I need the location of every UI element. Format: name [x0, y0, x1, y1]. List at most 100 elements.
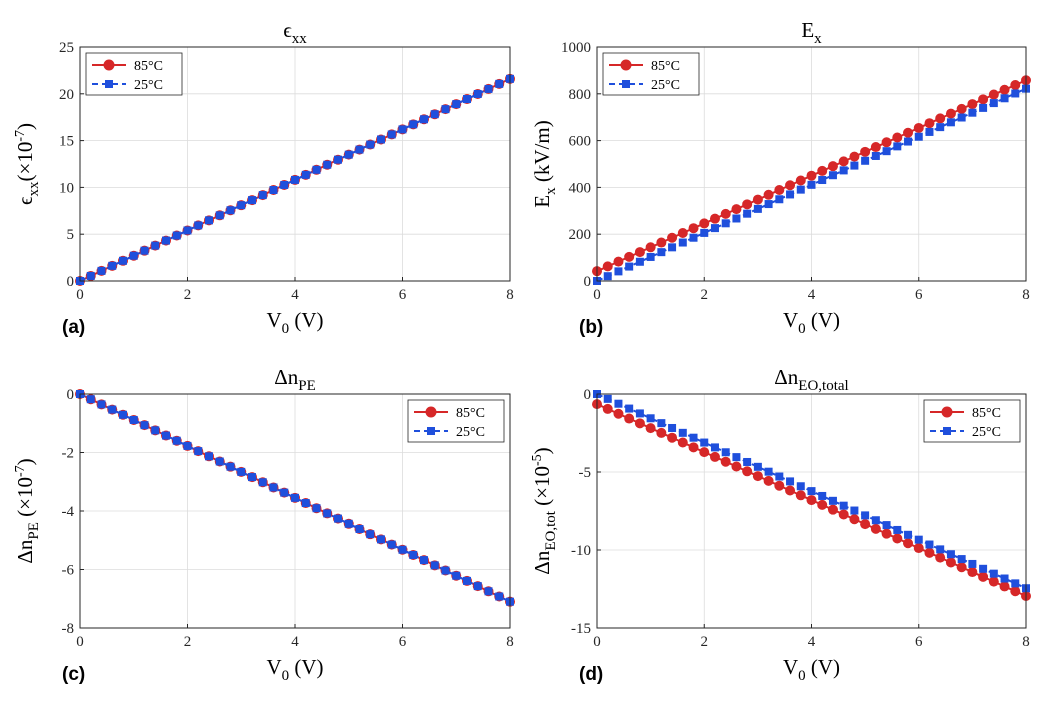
y-tick-label: 15 — [59, 134, 74, 150]
x-axis-label: V0 (V) — [783, 655, 840, 684]
data-point-circle — [1010, 80, 1021, 91]
data-point-circle — [945, 108, 956, 119]
data-point-circle — [699, 218, 710, 229]
data-point-circle — [613, 408, 624, 419]
x-tick-label: 4 — [808, 634, 816, 650]
data-point-square — [312, 165, 321, 174]
legend-marker-circle — [620, 59, 632, 71]
data-point-circle — [667, 432, 678, 443]
data-point-square — [323, 160, 332, 169]
x-axis-label: V0 (V) — [783, 308, 840, 337]
y-tick-label: -4 — [62, 504, 75, 520]
data-point-square — [882, 147, 891, 156]
y-tick-label: 0 — [584, 274, 592, 290]
y-tick-label: 200 — [569, 227, 592, 243]
data-point-square — [398, 125, 407, 134]
data-point-square — [678, 238, 687, 247]
data-point-square — [904, 530, 913, 539]
data-point-square — [625, 404, 634, 413]
data-point-square — [732, 453, 741, 462]
data-point-circle — [645, 242, 656, 253]
data-point-square — [172, 436, 181, 445]
data-point-square — [377, 135, 385, 144]
x-tick-label: 8 — [1022, 634, 1030, 650]
data-point-square — [989, 99, 998, 108]
panel-label: (c) — [62, 664, 85, 685]
data-point-square — [151, 241, 160, 250]
data-point-circle — [688, 442, 699, 453]
data-point-circle — [742, 199, 753, 210]
legend-item-25c: 25°C — [609, 78, 680, 93]
data-point-square — [215, 211, 224, 220]
legend-label: 85°C — [134, 59, 163, 74]
data-point-square — [871, 151, 880, 160]
data-point-square — [893, 142, 902, 151]
legend: 85°C 25°C — [923, 399, 1021, 443]
data-point-square — [850, 506, 859, 515]
panel-c-delta-n-pe: 0 2 4 6 8 -8 -6 -4 -2 0 ΔnPE V0 (V) ΔnPE (×10-7) (c) 8… — [13, 365, 515, 685]
data-point-square — [689, 233, 698, 242]
data-point-square — [775, 195, 784, 204]
data-point-square — [473, 582, 482, 591]
data-point-square — [484, 587, 493, 596]
x-tick-label: 8 — [506, 634, 514, 650]
legend-item-85c: 85°C — [930, 406, 1001, 421]
data-point-square — [194, 447, 203, 456]
data-point-square — [914, 535, 923, 544]
data-point-square — [129, 251, 138, 260]
data-point-square — [700, 438, 709, 447]
data-point-square — [495, 592, 504, 601]
data-point-circle — [849, 151, 860, 162]
data-point-square — [97, 400, 106, 409]
data-point-circle — [903, 538, 914, 549]
data-point-circle — [849, 514, 860, 525]
data-point-square — [904, 137, 913, 146]
data-point-square — [603, 394, 612, 403]
x-axis-label: V0 (V) — [266, 308, 323, 337]
data-point-circle — [827, 161, 838, 172]
data-point-square — [946, 118, 955, 127]
data-point-square — [387, 130, 396, 139]
data-point-square — [248, 473, 256, 482]
data-point-square — [86, 395, 95, 404]
data-point-square — [344, 150, 353, 159]
panel-d-delta-n-eo-total: 0 2 4 6 8 -15 -10 -5 0 ΔnEO,total V0 (V) ΔnEO,tot (… — [530, 365, 1031, 685]
data-point-circle — [860, 519, 871, 530]
data-point-square — [430, 110, 439, 119]
y-axis-label: ϵxx(×10-7) — [13, 123, 42, 205]
data-point-square — [119, 410, 127, 419]
x-tick-label: 6 — [399, 634, 407, 650]
data-point-square — [700, 228, 709, 237]
data-point-square — [925, 127, 934, 136]
series-25c — [593, 390, 1030, 593]
data-point-square — [828, 171, 837, 180]
data-point-square — [495, 79, 504, 88]
data-point-circle — [699, 447, 710, 458]
y-tick-label: 5 — [67, 227, 75, 243]
data-point-square — [807, 180, 816, 189]
y-axis-label: ΔnPE (×10-7) — [13, 458, 42, 563]
data-point-square — [366, 140, 375, 149]
legend-box — [407, 399, 505, 443]
data-point-square — [269, 483, 278, 492]
data-point-circle — [688, 223, 699, 234]
legend-box — [923, 399, 1021, 443]
data-point-square — [871, 516, 880, 525]
data-point-circle — [935, 552, 946, 563]
data-point-square — [473, 89, 482, 98]
data-point-square — [796, 185, 805, 194]
y-tick-label: 800 — [569, 87, 592, 103]
data-point-square — [625, 262, 634, 271]
data-point-square — [968, 108, 977, 117]
data-point-square — [86, 271, 95, 280]
legend-marker-circle — [941, 406, 953, 418]
data-point-square — [646, 414, 655, 423]
data-point-square — [1000, 574, 1009, 583]
data-point-square — [753, 462, 762, 471]
data-point-square — [828, 496, 837, 505]
panel-title: ϵxx — [283, 18, 307, 47]
data-point-square — [989, 569, 998, 578]
data-point-square — [839, 166, 848, 175]
data-point-square — [914, 132, 923, 141]
